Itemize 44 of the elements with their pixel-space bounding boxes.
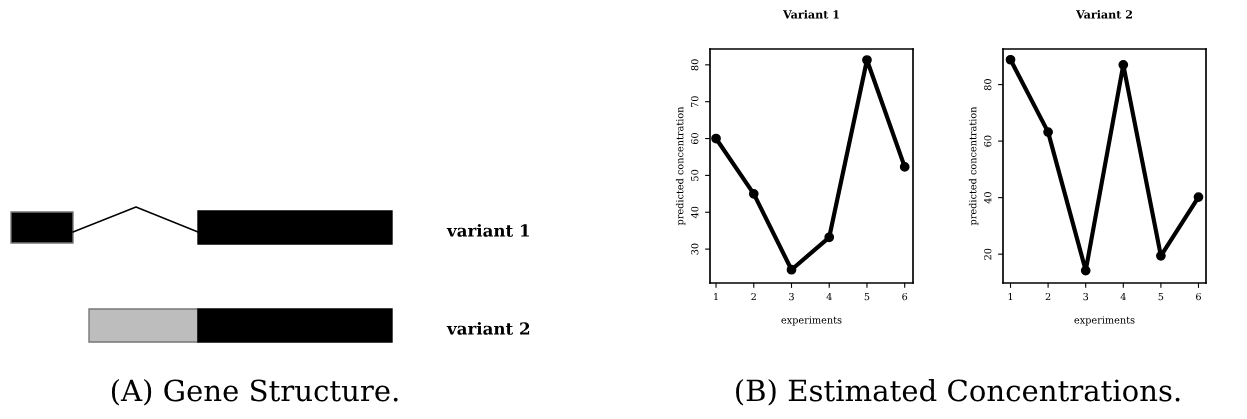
point [1043,127,1053,137]
point [1193,192,1204,202]
chart-title: Variant 1 [782,10,839,19]
x-tick-label: 6 [1196,292,1201,301]
point [711,133,721,144]
point [862,55,872,65]
y-tick-label: 60 [984,135,992,147]
x-axis-title: experiments [1074,316,1135,326]
point [748,188,759,199]
x-tick-label: 3 [789,292,794,301]
text: (A) Gene Structure. [111,378,398,406]
text: variant 2 [446,321,530,335]
y-tick-label: 30 [691,243,699,255]
x-axis-title: experiments [781,316,842,326]
chart-title: Variant 2 [1075,10,1132,19]
x-tick-label: 2 [1045,292,1051,301]
y-tick-label: 80 [984,79,992,91]
y-axis-title: predicted concentration [968,106,979,226]
y-tick-label: 80 [691,59,699,71]
y-tick-label: 40 [691,206,699,219]
point [1156,251,1166,261]
x-tick-label: 5 [864,293,870,301]
point [1118,59,1129,70]
x-tick-label: 5 [1158,293,1164,301]
y-tick-label: 40 [984,192,992,204]
x-tick-label: 1 [714,292,718,301]
y-tick-label: 50 [691,169,699,181]
y-tick-label: 60 [691,133,699,145]
x-tick-label: 2 [751,292,756,301]
point [899,162,910,172]
x-tick-label: 3 [1083,292,1089,301]
y-axis-title: predicted concentration [675,106,686,226]
point [1080,265,1091,276]
text: (B) Estimated Concentrations. [736,378,1180,406]
y-tick-label: 70 [691,96,699,108]
x-tick-label: 1 [1008,292,1013,301]
x-tick-label: 4 [826,292,832,301]
point [786,264,797,275]
y-tick-label: 20 [984,248,992,260]
x-tick-label: 6 [902,292,908,301]
x-tick-label: 4 [1120,292,1126,301]
point [1005,54,1016,65]
text: variant 1 [446,223,529,237]
point [824,232,835,243]
